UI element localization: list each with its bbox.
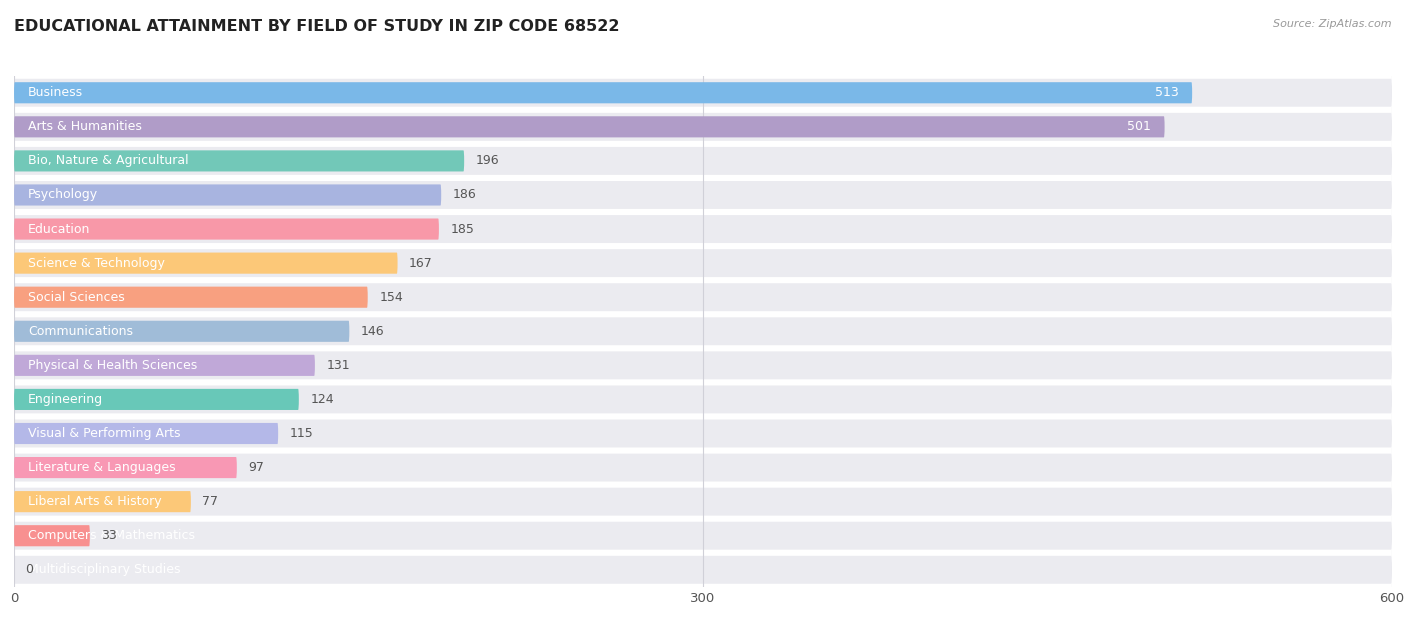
Text: 77: 77 bbox=[202, 495, 218, 508]
FancyBboxPatch shape bbox=[14, 321, 349, 342]
Text: 501: 501 bbox=[1128, 121, 1152, 133]
Text: 154: 154 bbox=[380, 291, 404, 304]
Text: Multidisciplinary Studies: Multidisciplinary Studies bbox=[28, 563, 180, 576]
FancyBboxPatch shape bbox=[14, 283, 1392, 311]
FancyBboxPatch shape bbox=[14, 355, 315, 376]
FancyBboxPatch shape bbox=[14, 147, 1392, 175]
FancyBboxPatch shape bbox=[14, 116, 1164, 138]
Text: 196: 196 bbox=[475, 155, 499, 167]
FancyBboxPatch shape bbox=[14, 286, 368, 308]
Text: Bio, Nature & Agricultural: Bio, Nature & Agricultural bbox=[28, 155, 188, 167]
FancyBboxPatch shape bbox=[14, 184, 441, 206]
Text: 97: 97 bbox=[249, 461, 264, 474]
FancyBboxPatch shape bbox=[14, 249, 1392, 277]
Text: Social Sciences: Social Sciences bbox=[28, 291, 125, 304]
Text: 33: 33 bbox=[101, 529, 117, 542]
Text: Education: Education bbox=[28, 223, 90, 235]
Text: Source: ZipAtlas.com: Source: ZipAtlas.com bbox=[1274, 19, 1392, 29]
Text: Literature & Languages: Literature & Languages bbox=[28, 461, 176, 474]
Text: Visual & Performing Arts: Visual & Performing Arts bbox=[28, 427, 180, 440]
Text: Arts & Humanities: Arts & Humanities bbox=[28, 121, 142, 133]
FancyBboxPatch shape bbox=[14, 525, 90, 546]
FancyBboxPatch shape bbox=[14, 457, 236, 478]
FancyBboxPatch shape bbox=[14, 215, 1392, 243]
Text: Psychology: Psychology bbox=[28, 189, 98, 201]
FancyBboxPatch shape bbox=[14, 317, 1392, 345]
FancyBboxPatch shape bbox=[14, 556, 1392, 584]
Text: 131: 131 bbox=[326, 359, 350, 372]
Text: 186: 186 bbox=[453, 189, 477, 201]
Text: 146: 146 bbox=[361, 325, 384, 338]
Text: Business: Business bbox=[28, 86, 83, 99]
Text: Computers & Mathematics: Computers & Mathematics bbox=[28, 529, 195, 542]
FancyBboxPatch shape bbox=[14, 113, 1392, 141]
FancyBboxPatch shape bbox=[14, 488, 1392, 516]
FancyBboxPatch shape bbox=[14, 79, 1392, 107]
FancyBboxPatch shape bbox=[14, 386, 1392, 413]
Text: 124: 124 bbox=[311, 393, 335, 406]
FancyBboxPatch shape bbox=[14, 389, 299, 410]
Text: Liberal Arts & History: Liberal Arts & History bbox=[28, 495, 162, 508]
FancyBboxPatch shape bbox=[14, 218, 439, 240]
Text: 0: 0 bbox=[25, 563, 34, 576]
Text: 513: 513 bbox=[1154, 86, 1178, 99]
FancyBboxPatch shape bbox=[14, 423, 278, 444]
Text: 115: 115 bbox=[290, 427, 314, 440]
Text: Science & Technology: Science & Technology bbox=[28, 257, 165, 269]
FancyBboxPatch shape bbox=[14, 181, 1392, 209]
Text: Engineering: Engineering bbox=[28, 393, 103, 406]
Text: 185: 185 bbox=[450, 223, 474, 235]
Text: 167: 167 bbox=[409, 257, 433, 269]
FancyBboxPatch shape bbox=[14, 252, 398, 274]
Text: Communications: Communications bbox=[28, 325, 132, 338]
FancyBboxPatch shape bbox=[14, 491, 191, 512]
FancyBboxPatch shape bbox=[14, 420, 1392, 447]
FancyBboxPatch shape bbox=[14, 82, 1192, 103]
Text: EDUCATIONAL ATTAINMENT BY FIELD OF STUDY IN ZIP CODE 68522: EDUCATIONAL ATTAINMENT BY FIELD OF STUDY… bbox=[14, 19, 620, 34]
FancyBboxPatch shape bbox=[14, 150, 464, 172]
Text: Physical & Health Sciences: Physical & Health Sciences bbox=[28, 359, 197, 372]
FancyBboxPatch shape bbox=[14, 454, 1392, 481]
FancyBboxPatch shape bbox=[14, 351, 1392, 379]
FancyBboxPatch shape bbox=[14, 522, 1392, 550]
